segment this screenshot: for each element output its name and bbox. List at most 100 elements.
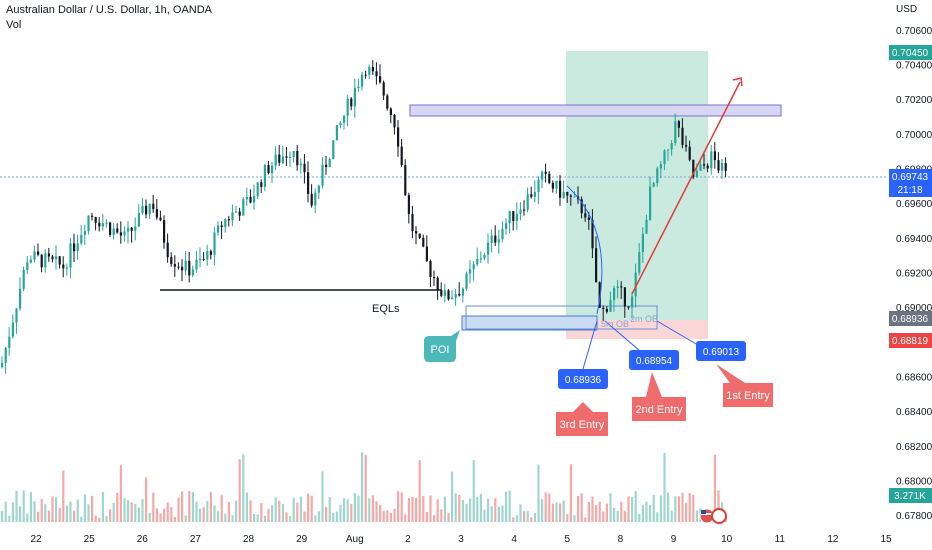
volume-bar: [559, 503, 562, 522]
volume-bar: [285, 512, 288, 522]
time-tick: 8: [618, 534, 624, 545]
price-axis[interactable]: 0.706000.704000.702000.700000.698000.696…: [889, 26, 932, 522]
candle-body: [519, 209, 522, 214]
volume-bar: [299, 496, 302, 522]
entry-3-price-badge[interactable]: 0.68936: [558, 369, 608, 389]
stop-level-text: 0.68819: [892, 336, 929, 347]
volume-bar: [58, 507, 61, 522]
volume-bar: [253, 513, 256, 522]
candle-body: [353, 88, 356, 107]
target-price-label: 0.70450: [889, 45, 932, 60]
entry-3-callout[interactable]: 3rd Entry: [556, 402, 608, 436]
candle-body: [375, 71, 378, 77]
time-tick: 27: [190, 534, 202, 545]
candle-body: [393, 114, 396, 128]
candle-body: [551, 182, 554, 189]
time-tick: 25: [84, 534, 96, 545]
volume-bar: [533, 513, 536, 522]
candle-body: [512, 211, 515, 221]
candle-body: [98, 222, 101, 227]
time-axis[interactable]: 22 25 26 27 28 29 Aug 2 3 4 5 8 9 10 11 12 15: [30, 534, 892, 545]
volume-bar: [159, 513, 162, 522]
candle-body: [145, 205, 148, 215]
volume-bar: [587, 501, 590, 522]
entry-2-callout-text: 2nd Entry: [635, 404, 683, 416]
candle-body: [37, 251, 40, 255]
candle-body: [335, 125, 338, 141]
volume-bar: [235, 500, 238, 522]
candle-body: [389, 108, 392, 115]
candle-body: [404, 165, 407, 196]
candle-body: [717, 160, 720, 171]
volume-bar: [267, 508, 270, 522]
volume-bar: [627, 496, 630, 522]
volume-bar: [548, 493, 551, 522]
volume-bar: [451, 471, 454, 522]
volume-bar: [343, 498, 346, 522]
volume-bar: [339, 504, 342, 522]
volume-bar: [447, 512, 450, 522]
volume-bar: [51, 496, 54, 522]
event-flags[interactable]: [699, 508, 727, 524]
candle-body: [256, 182, 259, 197]
volume-bar: [202, 507, 205, 522]
volume-bar: [472, 460, 475, 522]
volume-bar: [523, 511, 526, 522]
candle-body: [461, 288, 464, 296]
volume-bar: [26, 513, 29, 522]
time-tick: 15: [880, 534, 892, 545]
time-tick: 12: [827, 534, 839, 545]
entry-2-callout[interactable]: 2nd Entry: [632, 372, 686, 421]
candle-body: [422, 237, 425, 247]
price-tick: 0.68200: [896, 442, 932, 453]
candle-body: [454, 294, 457, 298]
volume-bar: [461, 500, 464, 522]
entry-1-price-badge[interactable]: 0.69013: [696, 341, 746, 361]
candle-body: [267, 164, 270, 174]
volume-bar: [217, 511, 220, 522]
candle-body: [433, 277, 436, 279]
volume-bar: [569, 464, 572, 522]
volume-bar: [33, 501, 36, 522]
event-marker-icon[interactable]: [711, 508, 727, 524]
volume-bar: [134, 503, 137, 522]
candle-body: [548, 173, 551, 183]
candle-body: [191, 269, 194, 276]
volume-bar: [623, 511, 626, 522]
candle-body: [22, 269, 25, 289]
volume-bar: [512, 517, 515, 522]
volume-bar: [454, 493, 457, 522]
candle-body: [242, 199, 245, 216]
volume-bar: [429, 495, 432, 522]
volume-bar: [281, 504, 284, 522]
volume-bar: [98, 517, 101, 522]
ob-zone: [465, 305, 658, 330]
candle-body: [533, 192, 536, 197]
candle-body: [425, 246, 428, 261]
volume-bar: [551, 503, 554, 522]
entry-1-callout[interactable]: 1st Entry: [716, 364, 773, 407]
volume-bar: [109, 509, 112, 522]
candle-body: [580, 199, 583, 214]
candle-body: [386, 95, 389, 109]
volume-bar: [555, 502, 558, 522]
price-tick: 0.67800: [896, 511, 932, 522]
poi-badge[interactable]: POI: [424, 330, 460, 362]
volume-bar: [209, 492, 212, 522]
candle-body: [155, 209, 158, 218]
volume-bar: [173, 517, 176, 522]
entry-1-price-text: 0.69013: [703, 347, 740, 358]
candle-body: [674, 121, 677, 144]
entry-2-price-badge[interactable]: 0.68954: [629, 350, 679, 370]
volume-bar: [400, 492, 403, 522]
volume-bar: [195, 501, 198, 522]
candle-body: [447, 290, 450, 300]
candle-body: [91, 215, 94, 217]
volume-bar: [15, 490, 18, 522]
volume-bar: [371, 495, 374, 522]
volume-bar: [296, 502, 299, 522]
candle-body: [137, 212, 140, 227]
entry-1-price-box: [696, 341, 746, 361]
volume-bar: [368, 498, 371, 522]
